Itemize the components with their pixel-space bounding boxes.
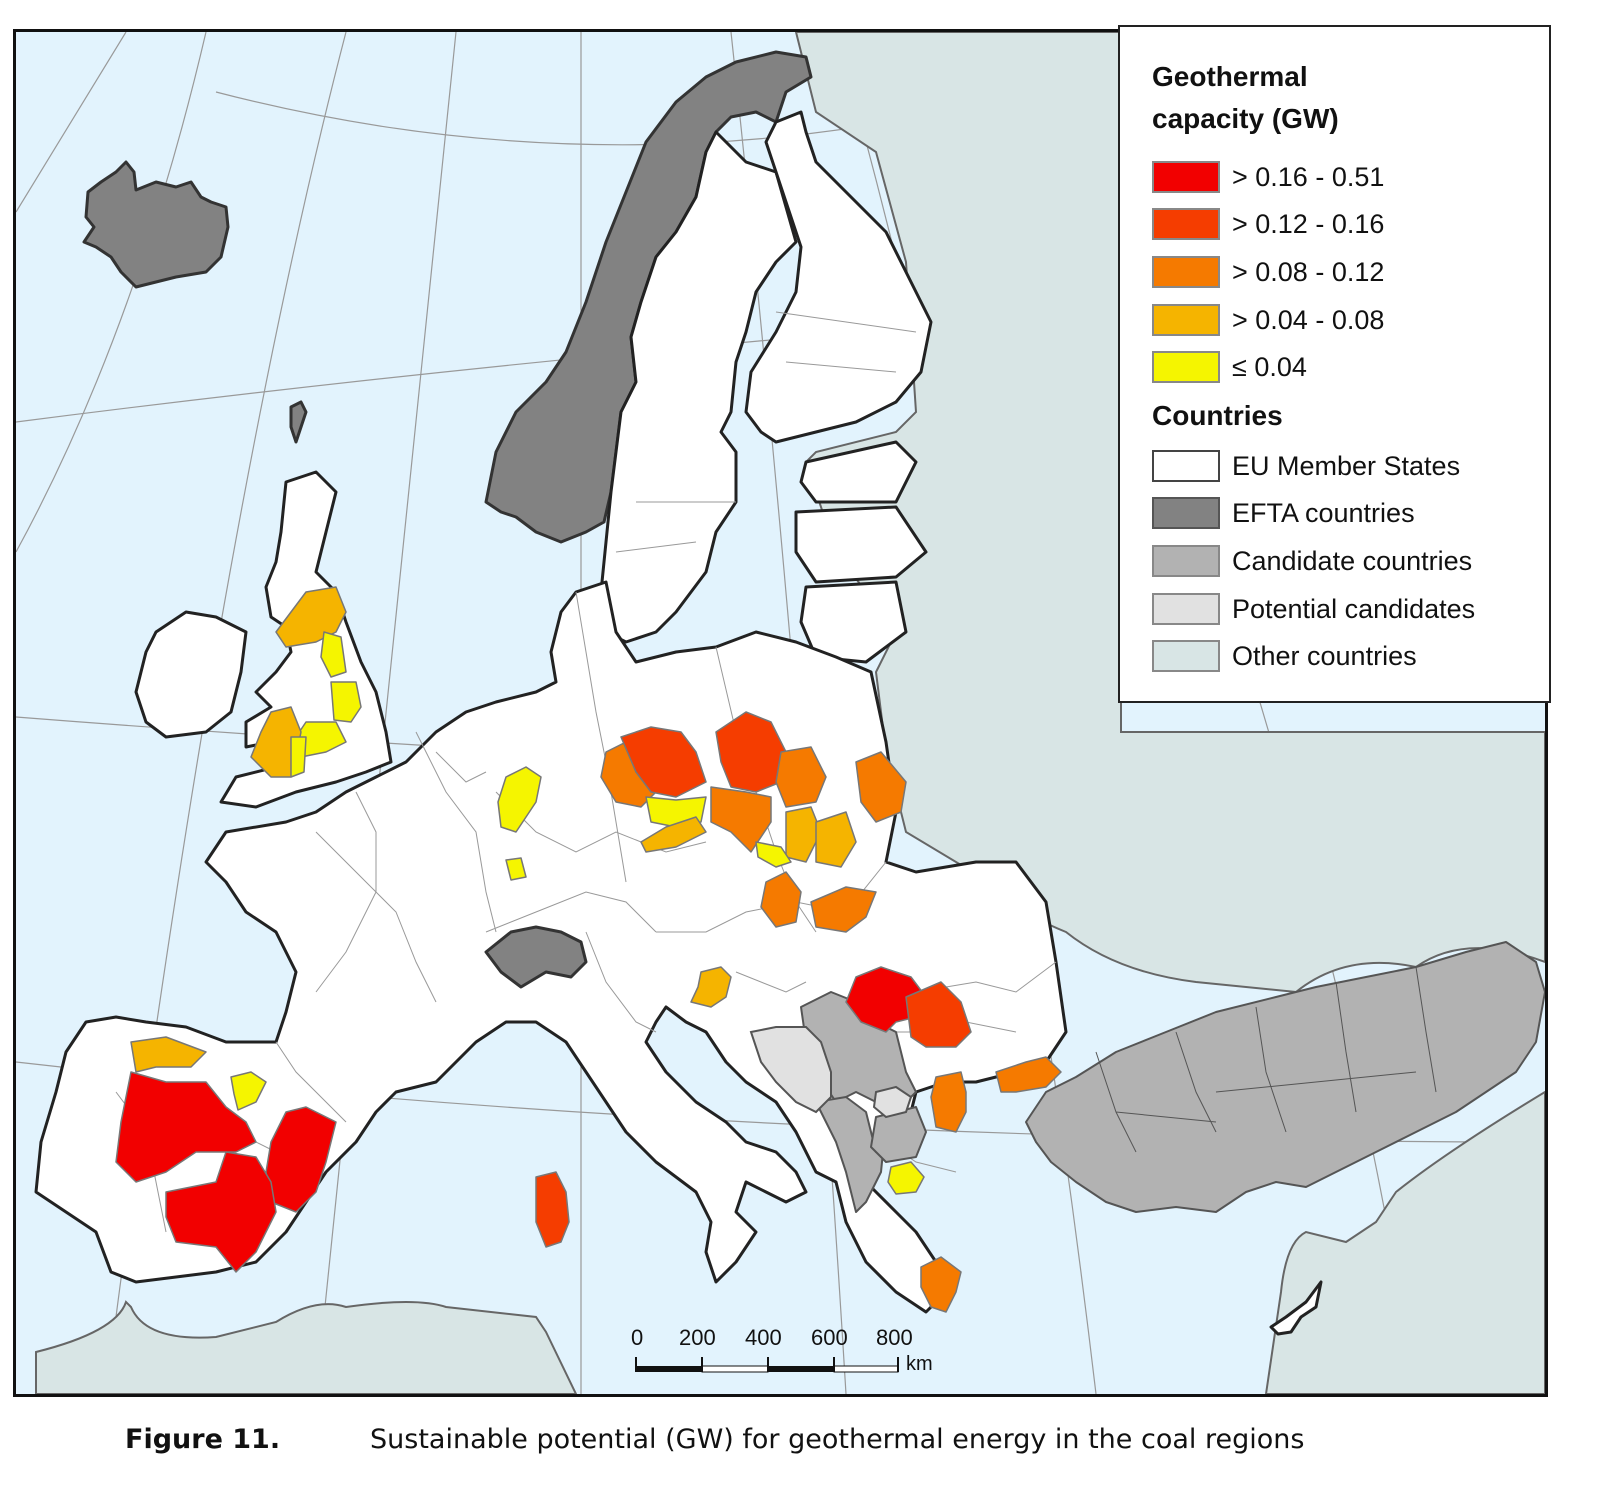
latvia [794, 505, 928, 584]
region-lubelskie [855, 751, 907, 823]
legend-country-efta: EFTA countries [1152, 496, 1415, 530]
swatch-other [1152, 640, 1220, 672]
coal-regions [115, 586, 1062, 1313]
legend-class-5: ≤ 0.04 [1152, 350, 1307, 384]
scale-tick-400: 400 [745, 1325, 782, 1350]
region-pais-vasco [230, 1071, 267, 1111]
swatch-eu [1152, 450, 1220, 482]
turkey [1025, 941, 1545, 1213]
region-yugoiztochen [995, 1056, 1062, 1093]
legend-class-1: > 0.16 - 0.51 [1152, 160, 1384, 194]
switzerland [484, 925, 588, 989]
swatch-class-2 [1152, 208, 1220, 240]
legend-class-3: > 0.08 - 0.12 [1152, 255, 1384, 289]
swatch-class-4 [1152, 304, 1220, 336]
swatch-class-1 [1152, 161, 1220, 193]
legend-class-1-label: > 0.16 - 0.51 [1232, 161, 1385, 192]
region-brandenburg [620, 726, 707, 798]
scale-bar: 0 200 400 600 800 km [623, 1325, 943, 1385]
bosnia-herzegovina [749, 1026, 832, 1114]
region-dolnoslaskie [710, 786, 772, 853]
europe-map [16, 32, 1545, 1394]
legend-capacity-title-2: capacity (GW) [1152, 103, 1339, 134]
swatch-class-5 [1152, 351, 1220, 383]
other-countries [35, 32, 1545, 1394]
map-legend: Geothermal capacity (GW) > 0.16 - 0.51 >… [1118, 25, 1551, 703]
kosovo [872, 1085, 913, 1119]
swatch-potential [1152, 593, 1220, 625]
estonia [799, 440, 918, 504]
legend-eu-label: EU Member States [1232, 450, 1461, 481]
north-macedonia [870, 1106, 927, 1163]
region-dytiki-makedonia [887, 1161, 925, 1195]
legend-country-other: Other countries [1152, 639, 1417, 673]
region-slaskie [785, 806, 822, 863]
legend-class-2: > 0.12 - 0.16 [1152, 207, 1384, 241]
figure-caption-text: Sustainable potential (GW) for geotherma… [370, 1424, 1305, 1455]
region-wales-east [290, 736, 307, 778]
legend-country-potential: Potential candidates [1152, 592, 1475, 626]
legend-countries-title: Countries [1152, 400, 1283, 431]
legend-class-4-label: > 0.04 - 0.08 [1232, 304, 1385, 335]
region-yorkshire [330, 681, 362, 723]
norway [484, 50, 813, 544]
region-sud-vest-oltenia [905, 981, 972, 1048]
scale-tick-800: 800 [876, 1325, 913, 1350]
legend-class-2-label: > 0.12 - 0.16 [1232, 208, 1385, 239]
region-slovenia [690, 966, 732, 1008]
figure-label: Figure 11. [125, 1424, 281, 1455]
region-castilla-y-leon [115, 1071, 257, 1183]
scale-unit: km [906, 1353, 933, 1375]
region-lodzkie [775, 746, 827, 808]
cyprus [1269, 1280, 1323, 1336]
region-kozep-dunantul [760, 871, 802, 928]
region-north-england [320, 631, 347, 678]
region-moravskoslezsko [755, 841, 792, 868]
swatch-efta [1152, 497, 1220, 529]
finland [744, 110, 933, 444]
legend-other-label: Other countries [1232, 640, 1417, 671]
region-asturias [130, 1036, 207, 1073]
lithuania [799, 580, 908, 664]
region-scotland-south [275, 586, 347, 648]
legend-efta-label: EFTA countries [1232, 497, 1415, 528]
scale-bar-graphic [635, 1357, 899, 1373]
region-malopolskie [815, 811, 857, 868]
legend-country-eu: EU Member States [1152, 449, 1460, 483]
region-sardegna [535, 1171, 570, 1248]
legend-class-4: > 0.04 - 0.08 [1152, 303, 1384, 337]
swatch-class-3 [1152, 256, 1220, 288]
legend-country-candidate: Candidate countries [1152, 544, 1472, 578]
scale-tick-0: 0 [631, 1325, 644, 1350]
swatch-candidate [1152, 545, 1220, 577]
region-eszak-magyarorszag [810, 886, 877, 933]
region-nrw [497, 766, 542, 833]
iceland [82, 160, 230, 289]
region-saarland [505, 857, 527, 881]
faroe-islands [289, 400, 308, 444]
region-vest [845, 966, 927, 1033]
scale-tick-600: 600 [811, 1325, 848, 1350]
region-yugozapaden [930, 1071, 967, 1133]
legend-class-5-label: ≤ 0.04 [1232, 351, 1307, 382]
region-peloponnisos [920, 1256, 962, 1313]
region-castilla-la-mancha [165, 1151, 277, 1273]
legend-class-3-label: > 0.08 - 0.12 [1232, 256, 1385, 287]
figure-caption: Figure 11. Sustainable potential (GW) for… [125, 1424, 1304, 1455]
region-aragon [265, 1106, 337, 1213]
sweden [599, 130, 798, 644]
legend-capacity-title-1: Geothermal [1152, 61, 1308, 92]
region-severozapad [640, 816, 707, 853]
legend-potential-label: Potential candidates [1232, 593, 1476, 624]
legend-candidate-label: Candidate countries [1232, 545, 1473, 576]
ireland [134, 610, 248, 739]
scale-tick-200: 200 [679, 1325, 716, 1350]
